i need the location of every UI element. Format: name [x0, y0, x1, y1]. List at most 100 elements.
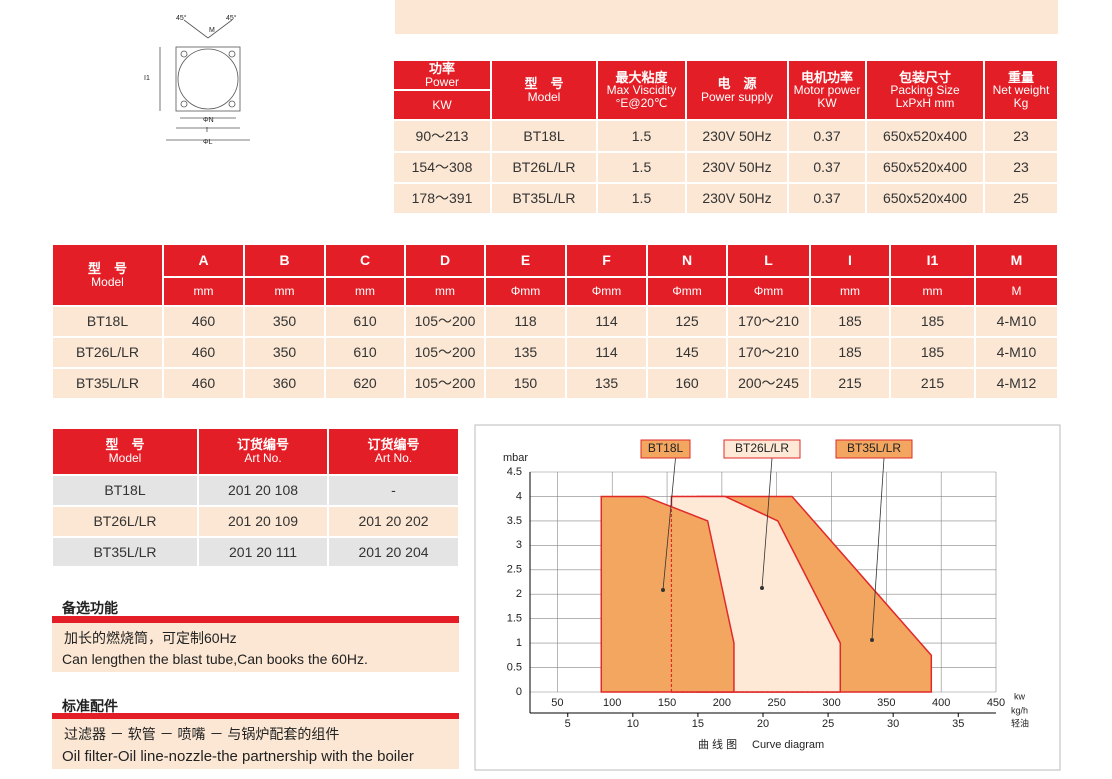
cell-text: 620: [353, 375, 377, 392]
table-cell: 185: [810, 337, 890, 368]
table-cell: 185: [890, 337, 975, 368]
table-cell: 0.37: [788, 152, 866, 183]
cell-text: 201 20 111: [229, 543, 297, 560]
table-cell: 460: [163, 368, 244, 399]
cell-text: 185: [838, 313, 862, 330]
x2-tick-label: 30: [887, 718, 899, 730]
table-cell: 610: [325, 306, 405, 337]
table-cell: 25: [984, 183, 1058, 214]
cell-text: mm: [193, 284, 214, 299]
cell-text: 包装尺寸: [898, 69, 951, 85]
cell-text: M: [1010, 252, 1023, 269]
table-cell: 620: [325, 368, 405, 399]
legend-box: [723, 439, 801, 459]
table-cell: 重量 Net weight Kg: [984, 60, 1058, 120]
table-cell: 型 号 Model: [491, 60, 597, 120]
table-cell: 154～308: [393, 152, 491, 183]
dimension-drawing: [159, 19, 250, 141]
cell-text: 460: [191, 313, 216, 330]
cell-text: D: [439, 252, 451, 269]
cell-text: M: [1011, 284, 1022, 299]
area: [600, 495, 735, 693]
table-cell: 23: [984, 120, 1058, 152]
table-cell: 订货编号 Art No.: [198, 428, 328, 475]
cell-text: BT35L/LR: [75, 375, 140, 392]
table-cell: 90～213: [393, 120, 491, 152]
table-cell: 4-M12: [975, 368, 1058, 399]
table-cell: Φmm: [485, 277, 566, 306]
table-cell: 160: [647, 368, 727, 399]
y-tick-label: 0.5: [507, 661, 522, 673]
table-cell: 360: [244, 368, 325, 399]
table-cell: 23: [984, 152, 1058, 183]
cell-text: 650x520x400: [882, 190, 968, 207]
cell-text: 4-M12: [996, 375, 1037, 392]
cell-text: 160: [675, 375, 699, 392]
cell-text: Kg: [1013, 95, 1029, 110]
cell-text: 201 20 108: [227, 482, 299, 499]
leader-dot: [760, 586, 764, 590]
table-cell: mm: [810, 277, 890, 306]
red-bar: [52, 713, 459, 719]
cell-text: BT35L/LR: [512, 190, 576, 207]
cell-text: Packing Size: [890, 83, 960, 98]
cell-text: 230V 50Hz: [702, 159, 772, 176]
cell-text: B: [279, 252, 290, 269]
x2-tick-label: 10: [627, 718, 639, 730]
cell-text: BT26L/LR: [93, 513, 157, 530]
cell-text: C: [359, 252, 371, 269]
table-cell: BT18L: [52, 475, 198, 506]
legend-box: [835, 439, 913, 459]
cell-text: 0.37: [813, 159, 841, 176]
cell-text: 重量: [1007, 69, 1034, 85]
table-cell: 145: [647, 337, 727, 368]
cell-text: 90～213: [415, 127, 469, 144]
table-cell: 460: [163, 306, 244, 337]
table-cell: Φmm: [647, 277, 727, 306]
table-cell: 178～391: [393, 183, 491, 214]
text: 过滤器 － 软管 － 喷嘴 － 与锅炉配套的组件: [64, 726, 340, 742]
table-cell: 型 号 Model: [52, 428, 198, 475]
cell-text: BT26L/LR: [75, 344, 140, 361]
cell-text: 170～210: [738, 344, 799, 361]
cell-text: mm: [435, 284, 455, 299]
cell-text: 610: [353, 313, 377, 330]
cell-text: 订货编号: [367, 437, 420, 453]
cell-text: 4-M10: [996, 313, 1037, 330]
table-cell: 230V 50Hz: [686, 120, 788, 152]
y-tick-label: 0: [516, 686, 522, 698]
table-cell: M: [975, 244, 1058, 277]
table-cell: BT26L/LR: [491, 152, 597, 183]
table-cell: 201 20 204: [328, 537, 459, 567]
cell-text: 0.37: [813, 190, 841, 207]
x-tick-label: 100: [603, 697, 621, 709]
cell-text: Φmm: [510, 284, 541, 299]
y-tick-label: 1: [516, 637, 522, 649]
cell-text: 最大粘度: [615, 69, 668, 85]
cell-text: BT35L/LR: [93, 543, 157, 560]
cell-text: A: [198, 252, 209, 269]
drawing-label: ΦN: [203, 117, 214, 124]
x-tick-label: 250: [768, 697, 786, 709]
cell-text: 电 源: [717, 75, 757, 91]
y-tick-label: 2: [516, 588, 522, 600]
table-cell: I: [810, 244, 890, 277]
cell-text: 178～391: [411, 190, 473, 207]
cell-text: Net weight: [992, 83, 1050, 98]
leader-dot: [870, 638, 874, 642]
table-cell: 350: [244, 306, 325, 337]
cell-text: 650x520x400: [882, 159, 968, 176]
table-cell: 230V 50Hz: [686, 152, 788, 183]
table-cell: BT18L: [491, 120, 597, 152]
cell-text: Φmm: [672, 284, 702, 299]
cell-text: 201 20 202: [358, 513, 429, 530]
cell-text: 154～308: [411, 159, 473, 176]
leader: [761, 457, 773, 589]
cell-text: KW: [817, 95, 837, 110]
table-cell: E: [485, 244, 566, 277]
cell-text: Motor power: [793, 83, 861, 98]
cell-text: BT18L: [523, 127, 565, 144]
table-cell: 230V 50Hz: [686, 183, 788, 214]
text: 标准配件: [62, 698, 118, 714]
y-label: mbar: [503, 452, 528, 464]
